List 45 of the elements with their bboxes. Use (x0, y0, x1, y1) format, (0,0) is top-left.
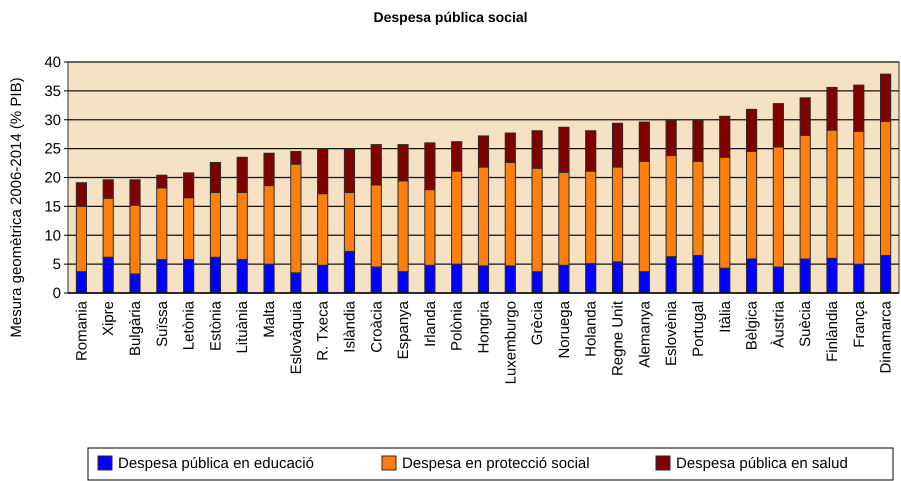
y-tick-label: 10 (44, 227, 61, 244)
x-tick-label: Malta (261, 300, 278, 338)
x-tick-label: Eslovènia (663, 300, 680, 366)
x-tick-label: Finlàndia (824, 300, 841, 362)
x-tick-label: Itàlia (716, 300, 734, 333)
x-tick-label: Estònia (207, 300, 224, 352)
y-tick-label: 25 (44, 140, 61, 158)
x-tick-label: Luxemburgo (502, 301, 520, 384)
x-tick-label: Xipre (100, 301, 118, 336)
x-tick-label: Islàndia (341, 300, 358, 353)
x-tick-label: Romania (73, 300, 90, 362)
x-tick-label: Espanya (395, 300, 412, 360)
x-tick-label: Bulgària (127, 300, 144, 356)
y-axis-title: Mesura geomètrica 2006-2014 (% PIB) (8, 77, 25, 338)
x-tick-label: França (850, 300, 868, 348)
legend-label: Despesa pública en salud (676, 455, 848, 472)
y-tick-label: 15 (44, 198, 61, 216)
x-tick-label: Holanda (582, 300, 600, 357)
x-tick-label: Eslovàquia (288, 300, 305, 374)
x-tick-label: Suècia (797, 300, 814, 347)
x-tick-label: Noruega (556, 300, 573, 359)
x-tick-label: Dinamarca (878, 300, 895, 374)
x-tick-label: Grècia (529, 300, 546, 346)
x-tick-label: Hongria (476, 300, 492, 354)
x-tick-label: Irlanda (422, 300, 439, 347)
chart-title: Despesa pública social (373, 9, 528, 25)
y-tick-label: 35 (44, 82, 61, 100)
y-tick-label: 0 (52, 285, 61, 302)
y-tick-label: 20 (44, 170, 61, 186)
y-tick-label: 5 (52, 256, 61, 274)
x-tick-label: Bèlgica (744, 300, 761, 350)
x-tick-label: Regne Unit (610, 300, 627, 376)
x-tick-label: R. Txeca (314, 300, 332, 361)
x-tick-label: Polònia (448, 300, 466, 352)
y-tick-label: 40 (44, 54, 61, 71)
x-tick-label: Àustria (769, 300, 788, 348)
x-tick-label: Letònia (180, 300, 198, 350)
y-tick-label: 30 (44, 112, 61, 129)
x-tick-label: Lituània (234, 300, 252, 354)
x-tick-label: Suïssa (154, 300, 171, 347)
x-tick-label: Alemanya (636, 300, 654, 368)
x-tick-label: Croàcia (368, 300, 386, 353)
legend-label: Despesa pública en educació (118, 455, 314, 472)
x-tick-label: Portugal (690, 301, 707, 357)
legend-label: Despesa en protecció social (402, 455, 590, 472)
